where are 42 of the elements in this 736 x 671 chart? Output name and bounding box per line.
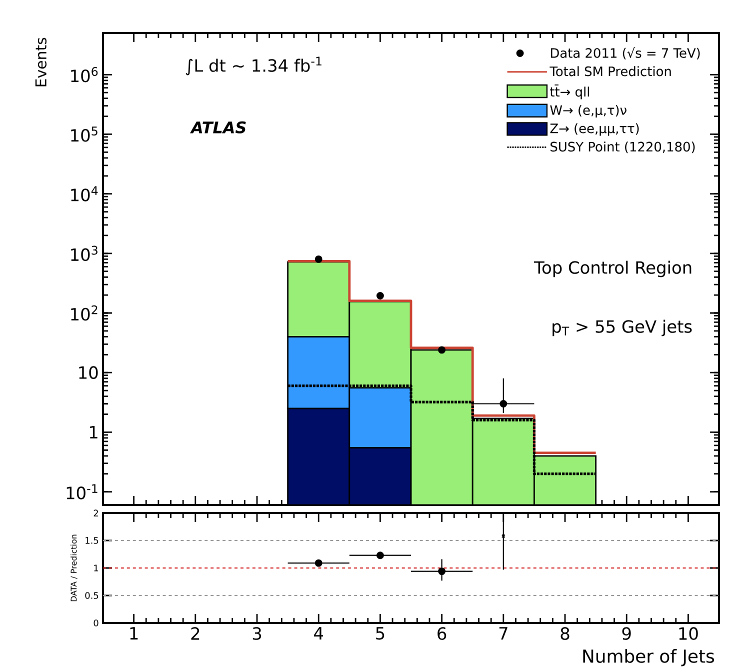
point [376, 552, 384, 560]
x-axis-title: Number of Jets [583, 649, 714, 666]
point [376, 292, 384, 300]
y-axis-title: Events [35, 38, 47, 86]
point [438, 346, 446, 354]
y-tick-label: 10 [79, 366, 98, 379]
point [438, 568, 446, 576]
y-tick-label: 2 [94, 510, 98, 516]
y-tick-label: 0.5 [85, 592, 98, 599]
x-tick-label: 7 [499, 627, 508, 640]
point [314, 255, 322, 263]
annotation: p$_{T}$ > 55 GeV jets [552, 320, 692, 336]
y-tick-label: 10$^{5}$ [71, 126, 98, 142]
x-tick-label: 1 [130, 627, 138, 640]
x-tick-label: 3 [252, 627, 262, 640]
legend-label: tt̄→ qll [550, 84, 590, 100]
x-tick-label: 9 [622, 627, 631, 640]
x-tick-label: 5 [376, 627, 384, 640]
x-tick-label: 2 [191, 627, 200, 640]
y-tick-label: 10$^{2}$ [71, 305, 98, 321]
x-tick-label: 4 [314, 627, 324, 640]
legend-label: SUSY Point (1220,180) [550, 142, 695, 154]
legend-label: W→ (e,μ,τ)ν [550, 104, 626, 118]
y-tick-label: 10$^{-1}$ [66, 484, 98, 500]
x-tick-label: 10 [679, 627, 698, 640]
point [314, 559, 322, 567]
legend-label: Total SM Prediction [550, 66, 671, 76]
legend-label: Data 2011 (√s = 7 TeV) [550, 47, 700, 60]
y-tick-label: 0 [94, 620, 98, 626]
annotation: Top Control Region [534, 260, 692, 278]
annotation: ∫L dt ~ 1.34 fb$^{-1}$ [186, 56, 322, 76]
y-tick-label: 1.5 [86, 537, 98, 544]
y-tick-label: 10$^{6}$ [71, 67, 98, 82]
legend-label: Z→ (ee,μμ,ττ) [550, 123, 639, 136]
y-tick-label: 1 [90, 426, 98, 438]
annotation: ATLAS [190, 121, 246, 134]
y-tick-label: 1 [94, 564, 98, 572]
y-tick-label: 10$^{3}$ [71, 246, 98, 262]
y-tick-label: 10$^{4}$ [71, 186, 98, 202]
point [500, 400, 508, 408]
x-tick-label: 6 [438, 627, 446, 640]
x-tick-label: 8 [560, 627, 570, 640]
